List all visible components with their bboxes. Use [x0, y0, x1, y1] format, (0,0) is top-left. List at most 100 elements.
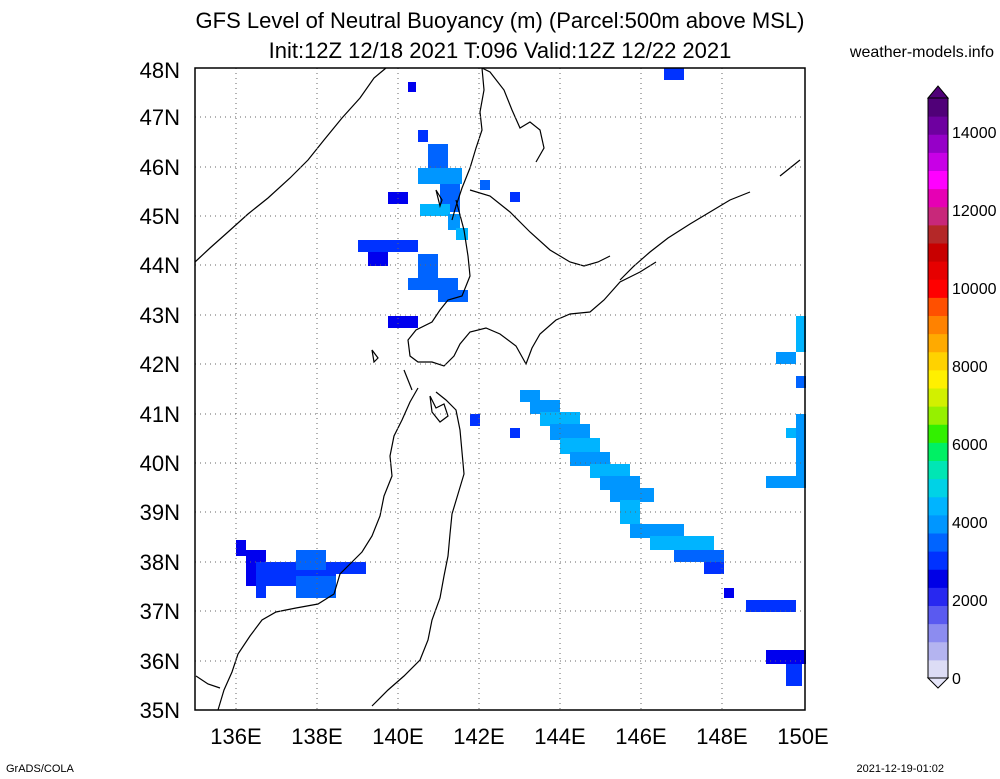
data-cell	[796, 316, 806, 352]
data-cell	[470, 414, 480, 426]
colorbar-labels: 0 2000 4000 6000 8000 10000 12000 14000	[952, 125, 997, 688]
data-cell	[296, 550, 326, 570]
chart-title-line1: GFS Level of Neutral Buoyancy (m) (Parce…	[195, 8, 805, 33]
lat-axis: 35N 36N 37N 38N 39N 40N 41N 42N 43N 44N …	[140, 58, 180, 723]
footer-timestamp: 2021-12-19-01:02	[856, 763, 944, 775]
footer-software: GrADS/COLA	[6, 763, 74, 775]
graticule	[195, 68, 805, 710]
lat-tick-label: 41N	[140, 402, 180, 427]
colorbar-band	[928, 460, 948, 480]
data-cell	[796, 376, 806, 388]
colorbar-band	[928, 206, 948, 226]
lon-tick-label: 142E	[453, 724, 504, 749]
data-cell	[786, 428, 796, 438]
colorbar-label: 0	[952, 671, 961, 688]
lat-tick-label: 47N	[140, 105, 180, 130]
map-frame	[194, 67, 806, 711]
colorbar-band	[928, 297, 948, 316]
colorbar-band	[928, 261, 948, 280]
lon-tick-label: 146E	[615, 724, 666, 749]
colorbar-band	[928, 406, 948, 425]
data-cell	[590, 464, 630, 478]
data-cell	[388, 316, 418, 328]
colorbar-band	[928, 496, 948, 516]
data-cell	[428, 144, 448, 168]
data-cell	[610, 488, 654, 502]
lon-tick-label: 150E	[777, 724, 828, 749]
colorbar-band	[928, 170, 948, 190]
colorbar-bands	[928, 98, 948, 679]
data-cell	[510, 428, 520, 438]
data-cell	[650, 536, 714, 550]
coastlines	[194, 67, 801, 711]
data-cell	[724, 588, 734, 598]
mainland-coast	[194, 67, 387, 263]
colorbar-band	[928, 623, 948, 643]
colorbar-band	[928, 98, 948, 117]
data-cell	[630, 524, 684, 538]
colorbar-label: 4000	[952, 515, 988, 532]
colorbar-band	[928, 188, 948, 208]
data-cell	[540, 412, 580, 426]
colorbar-band	[928, 569, 948, 588]
data-cell	[296, 576, 336, 598]
colorbar-band	[928, 388, 948, 407]
lat-tick-label: 42N	[140, 352, 180, 377]
lat-tick-label: 40N	[140, 451, 180, 476]
data-cell	[368, 252, 388, 266]
colorbar-band	[928, 424, 948, 443]
data-cell	[418, 168, 462, 184]
colorbar-frame	[927, 97, 949, 679]
data-cell	[418, 254, 438, 280]
data-cell	[420, 204, 450, 216]
colorbar-band	[928, 243, 948, 262]
honshu-coast	[217, 387, 465, 711]
colorbar-band	[928, 659, 948, 679]
colorbar-band	[928, 134, 948, 153]
data-cell	[786, 664, 802, 686]
data-cell	[550, 424, 590, 440]
colorbar-high-arrow	[926, 85, 950, 99]
data-cell	[510, 192, 520, 202]
colorbar-low-arrow	[926, 677, 950, 689]
colorbar-band	[928, 587, 948, 606]
data-cell	[704, 562, 724, 574]
lnb-data-cells	[236, 68, 806, 686]
colorbar-band	[928, 116, 948, 135]
data-cell	[570, 452, 610, 466]
data-cell	[236, 540, 246, 556]
data-cell	[560, 438, 600, 454]
colorbar-band	[928, 551, 948, 570]
data-cell	[480, 180, 490, 190]
colorbar-band	[928, 152, 948, 171]
colorbar-band	[928, 442, 948, 461]
lon-axis: 136E 138E 140E 142E 144E 146E 148E 150E	[210, 724, 828, 749]
lat-tick-label: 45N	[140, 204, 180, 229]
colorbar-band	[928, 315, 948, 335]
lon-tick-label: 140E	[372, 724, 423, 749]
sakhalin-coast	[451, 67, 545, 221]
data-cell	[776, 352, 796, 364]
kuril-coast	[619, 159, 801, 281]
colorbar-label: 6000	[952, 437, 988, 454]
data-cell	[448, 214, 460, 230]
data-cell	[256, 586, 266, 598]
data-cell	[796, 414, 806, 478]
data-cell	[746, 600, 796, 612]
colorbar-band	[928, 514, 948, 534]
colorbar-band	[928, 533, 948, 552]
lat-tick-label: 37N	[140, 599, 180, 624]
colorbar-label: 2000	[952, 593, 988, 610]
lon-tick-label: 138E	[291, 724, 342, 749]
lat-tick-label: 44N	[140, 253, 180, 278]
data-cell	[456, 228, 468, 240]
colorbar-band	[928, 333, 948, 353]
data-cell	[664, 68, 684, 80]
lon-tick-label: 148E	[696, 724, 747, 749]
data-cell	[520, 390, 540, 402]
data-cell	[418, 130, 428, 142]
lat-tick-label: 43N	[140, 303, 180, 328]
chart-title-line2: Init:12Z 12/18 2021 T:096 Valid:12Z 12/2…	[268, 38, 732, 63]
colorbar-band	[928, 369, 948, 389]
